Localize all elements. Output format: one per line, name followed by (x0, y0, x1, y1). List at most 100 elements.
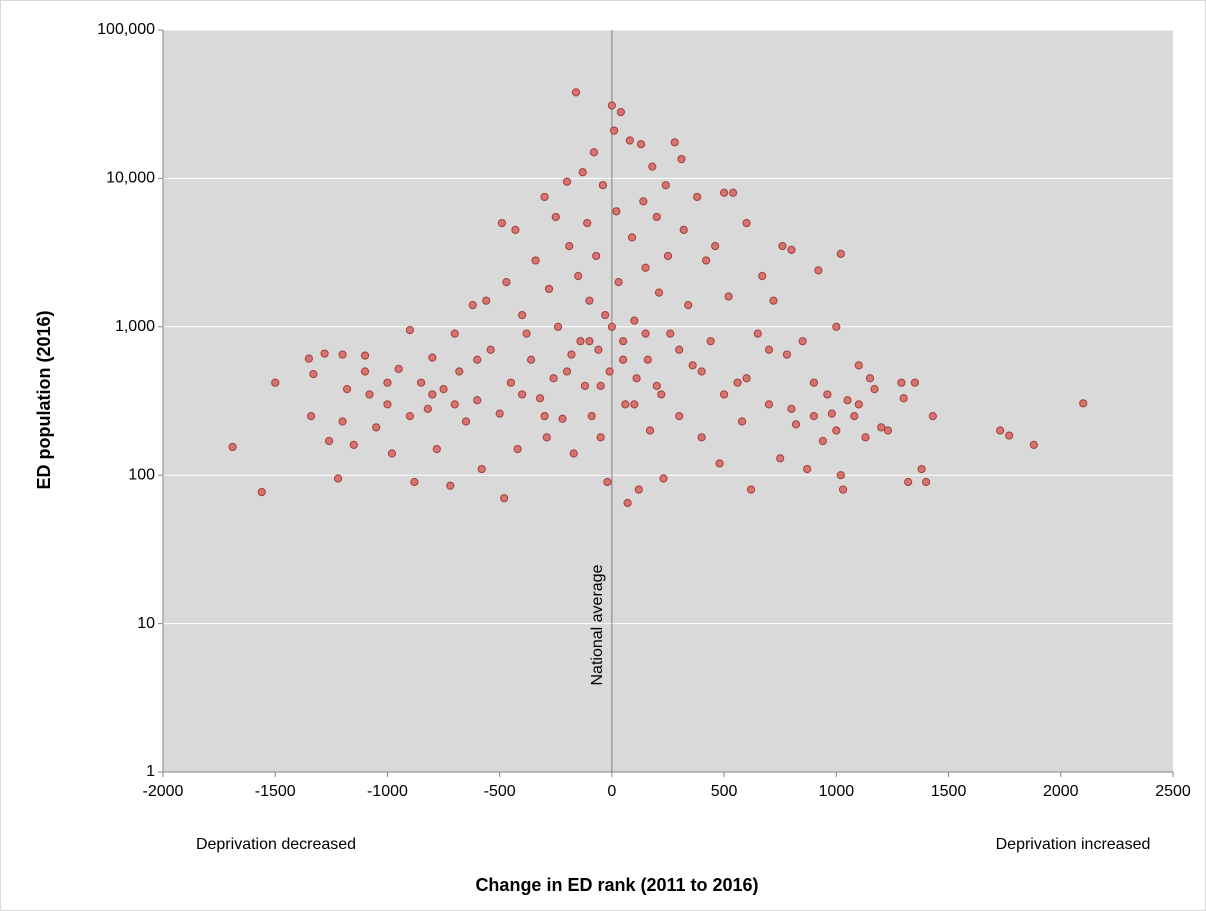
data-point (791, 420, 801, 429)
data-point (693, 192, 702, 202)
data-point (473, 355, 482, 364)
data-point (832, 426, 841, 435)
data-point (823, 390, 832, 399)
x-tick-label: 2500 (1155, 783, 1191, 800)
data-point (854, 400, 863, 409)
data-point (574, 271, 583, 281)
data-point (605, 367, 614, 376)
data-point (585, 296, 594, 305)
data-point (338, 350, 347, 359)
data-point (627, 233, 637, 242)
data-point (675, 345, 684, 354)
data-point (652, 381, 661, 390)
data-point (827, 409, 836, 418)
data-point (630, 316, 639, 325)
data-point (569, 449, 578, 458)
data-point (897, 378, 906, 387)
data-point (614, 278, 623, 287)
data-point (477, 464, 486, 474)
x-tick-label: 1000 (819, 783, 855, 800)
data-point (625, 136, 634, 145)
data-point (562, 177, 572, 186)
data-point (677, 154, 686, 164)
data-point (720, 188, 729, 197)
data-point (338, 417, 347, 426)
data-point (715, 459, 724, 468)
data-point (607, 101, 616, 110)
data-point (787, 245, 796, 254)
data-point (758, 271, 767, 281)
data-point (228, 442, 237, 452)
data-point (654, 288, 664, 297)
data-point (1029, 440, 1038, 450)
data-point (394, 364, 403, 374)
data-point (603, 477, 612, 487)
data-point (497, 218, 507, 228)
y-tick-label: 1 (146, 763, 155, 780)
x-axis-title: Change in ED rank (2011 to 2016) (475, 875, 758, 895)
data-point (630, 400, 639, 409)
reference-label: National average (589, 564, 606, 685)
data-point (596, 381, 605, 390)
y-tick-label: 10 (137, 615, 155, 632)
data-point (461, 417, 471, 426)
data-point (657, 390, 666, 399)
data-point (589, 148, 599, 157)
data-point (518, 390, 527, 399)
data-point (360, 351, 370, 360)
data-point (883, 426, 893, 435)
data-point (558, 414, 567, 423)
data-point (675, 412, 684, 421)
data-point (877, 423, 886, 432)
data-point (612, 207, 621, 216)
data-point (670, 138, 679, 147)
x-tick-label: -1000 (367, 783, 408, 800)
data-point (587, 412, 596, 421)
data-point (809, 378, 818, 387)
data-point (809, 412, 818, 421)
data-point (619, 355, 628, 364)
data-point (610, 126, 619, 135)
data-point (643, 355, 652, 364)
data-point (639, 197, 648, 206)
x-tick-label: -500 (484, 783, 516, 800)
data-point (455, 367, 464, 376)
data-point (446, 481, 455, 490)
data-point (383, 378, 392, 387)
data-point (549, 374, 558, 383)
data-point (506, 378, 515, 387)
data-point (737, 417, 747, 426)
data-point (724, 292, 733, 301)
data-point (576, 337, 585, 346)
y-tick-label: 100,000 (97, 21, 155, 38)
data-point (764, 345, 774, 354)
data-point (601, 310, 610, 320)
data-point (542, 433, 551, 442)
data-point (832, 322, 841, 331)
data-point (798, 337, 807, 346)
data-point (636, 140, 646, 149)
data-point (583, 218, 592, 228)
data-point (531, 256, 540, 265)
data-point (502, 278, 511, 287)
data-point (607, 322, 616, 331)
data-point (562, 367, 572, 376)
data-point (567, 350, 576, 359)
data-point (836, 249, 845, 258)
y-axis-title: ED population (2016) (34, 310, 54, 489)
data-point (619, 337, 628, 346)
data-point (645, 426, 655, 435)
data-point (616, 107, 625, 117)
data-point (410, 477, 419, 487)
data-point (365, 390, 374, 399)
left-annotation: Deprivation decreased (196, 836, 356, 853)
data-point (679, 225, 688, 234)
data-point (271, 378, 280, 387)
data-point (592, 251, 601, 261)
data-point (836, 471, 845, 480)
x-tick-label: 1500 (931, 783, 967, 800)
data-point (641, 329, 650, 338)
data-point (594, 345, 603, 354)
data-point (928, 412, 937, 421)
